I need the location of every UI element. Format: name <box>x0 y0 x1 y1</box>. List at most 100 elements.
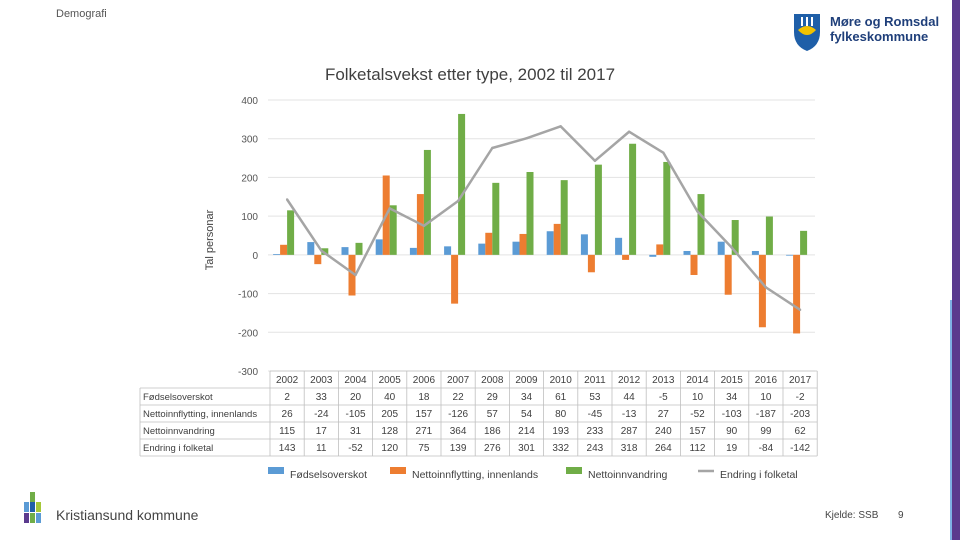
table-cell: 17 <box>316 426 328 437</box>
table-year-label: 2017 <box>789 375 812 386</box>
table-cell: 10 <box>692 392 704 403</box>
table-cell: 57 <box>487 409 499 420</box>
change-line <box>286 125 801 311</box>
table-year-label: 2009 <box>515 375 538 386</box>
table-year-label: 2003 <box>310 375 333 386</box>
table-cell: 120 <box>381 443 398 454</box>
bar <box>717 241 725 255</box>
table-cell: -24 <box>314 409 329 420</box>
table-cell: 10 <box>760 392 772 403</box>
table-cell: 34 <box>726 392 738 403</box>
table-cell: 139 <box>450 443 467 454</box>
table-cell: 27 <box>658 409 670 420</box>
bar <box>458 113 466 255</box>
table-cell: 214 <box>518 426 535 437</box>
bar <box>314 254 322 265</box>
table-year-label: 2010 <box>550 375 573 386</box>
y-tick-labels: 400 300 200 100 0 -100 -200 -300 <box>238 96 258 378</box>
chart-title: Folketalsvekst etter type, 2002 til 2017 <box>325 65 615 84</box>
bar <box>758 254 766 328</box>
table-row-label: Fødselsoverskot <box>143 392 213 403</box>
y-tick-label: -100 <box>238 290 258 301</box>
line-point <box>422 224 426 228</box>
table-year-label: 2005 <box>379 375 402 386</box>
y-tick-label: 300 <box>241 135 258 146</box>
bar <box>587 254 595 273</box>
table-cell: 157 <box>416 409 433 420</box>
line-point <box>798 308 802 312</box>
bar <box>594 164 602 255</box>
y-axis-label: Tal personar <box>204 209 216 270</box>
table-cell: 11 <box>316 443 327 454</box>
bar <box>526 172 534 255</box>
table-cell: -5 <box>659 392 668 403</box>
bar <box>683 250 691 255</box>
line-point <box>696 210 699 213</box>
table-cell: 54 <box>521 409 533 420</box>
table-cell: 99 <box>760 426 772 437</box>
table-row-label: Endring i folketal <box>143 443 213 454</box>
bar <box>307 242 315 255</box>
bar <box>793 254 801 334</box>
legend-label: Nettoinnvandring <box>588 469 668 481</box>
bar <box>765 216 773 255</box>
bar <box>375 239 383 255</box>
fylkeskommune-logo: Møre og Romsdal fylkeskommune <box>790 10 940 54</box>
bar <box>560 180 568 255</box>
bar <box>423 149 431 255</box>
table-cell: 205 <box>381 409 398 420</box>
table-cell: 26 <box>282 409 294 420</box>
line-point <box>627 130 631 133</box>
table-cell: 80 <box>555 409 567 420</box>
source-note: Kjelde: SSB <box>825 510 879 521</box>
bar <box>273 254 281 255</box>
line-point <box>730 246 733 249</box>
bar <box>629 143 637 255</box>
line-layer <box>285 125 802 312</box>
table-year-label: 2016 <box>755 375 778 386</box>
bar <box>751 250 759 255</box>
y-tick-label: -200 <box>238 328 258 339</box>
table-cell: 287 <box>621 426 638 437</box>
table-cell: 29 <box>487 392 499 403</box>
bar <box>485 232 493 255</box>
legend-swatch <box>268 467 284 474</box>
y-tick-label: 0 <box>252 251 258 262</box>
table-cell: 75 <box>418 443 430 454</box>
table-year-label: 2012 <box>618 375 641 386</box>
table-cell: 364 <box>450 426 467 437</box>
bar <box>492 182 500 255</box>
kommune-logo-icon <box>24 492 41 523</box>
logo-line1: Møre og Romsdal <box>830 14 940 29</box>
line-point <box>388 207 391 210</box>
table-cell: -2 <box>796 392 805 403</box>
table-row-label: Nettoinnflytting, innenlands <box>143 409 257 420</box>
table-year-label: 2011 <box>584 375 606 386</box>
data-table: 2002 2003 2004 2005 2006 2007 2008 2009 2010 2011… <box>139 370 818 457</box>
table-cell: 233 <box>587 426 604 437</box>
table-year-label: 2013 <box>652 375 675 386</box>
legend-label: Fødselsoverskot <box>290 469 367 481</box>
bar <box>656 244 664 255</box>
table-cell: 19 <box>726 443 738 454</box>
bar <box>724 254 732 295</box>
table-cell: 115 <box>279 426 295 437</box>
bar <box>731 220 739 255</box>
line-point <box>593 159 597 162</box>
table-cell: 264 <box>655 443 672 454</box>
legend-swatch <box>566 467 582 474</box>
line-point <box>662 151 665 154</box>
bar <box>546 231 554 255</box>
bar <box>478 243 486 255</box>
y-tick-label: -300 <box>238 367 258 378</box>
table-cell: 62 <box>795 426 807 437</box>
table-cell: -45 <box>588 409 603 420</box>
table-year-label: 2004 <box>344 375 367 386</box>
line-point <box>491 146 494 150</box>
bar <box>287 210 295 255</box>
table-cell: 18 <box>418 392 430 403</box>
table-cell: 90 <box>726 426 738 437</box>
section-label: Demografi <box>56 8 107 20</box>
table-cell: 332 <box>552 443 569 454</box>
table-cell: -13 <box>622 409 637 420</box>
